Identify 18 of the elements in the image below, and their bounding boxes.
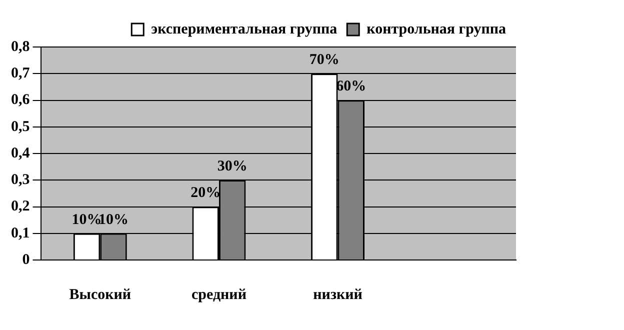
data-label: 30% — [217, 158, 248, 174]
x-tick-label: Высокий — [69, 286, 132, 303]
data-label: 60% — [336, 78, 366, 95]
x-tick-label: средний — [191, 286, 247, 303]
y-tick-label: 0,6 — [11, 92, 30, 108]
y-tick-label: 0,2 — [11, 198, 30, 215]
data-label: 70% — [309, 52, 340, 68]
y-tick-label: 0,5 — [11, 118, 30, 135]
y-tick-label: 0,1 — [11, 225, 30, 242]
y-tick-label: 0,3 — [11, 172, 30, 188]
x-tick-label: низкий — [313, 286, 363, 303]
data-label: 20% — [190, 185, 221, 202]
legend-label: экспериментальная группа — [151, 21, 338, 38]
y-tick-label: 0,8 — [11, 38, 30, 55]
y-tick-label: 0,7 — [11, 66, 30, 82]
y-tick-label: 0 — [22, 252, 30, 268]
legend-label: контрольная группа — [366, 21, 506, 38]
y-tick-label: 0,4 — [11, 145, 30, 162]
